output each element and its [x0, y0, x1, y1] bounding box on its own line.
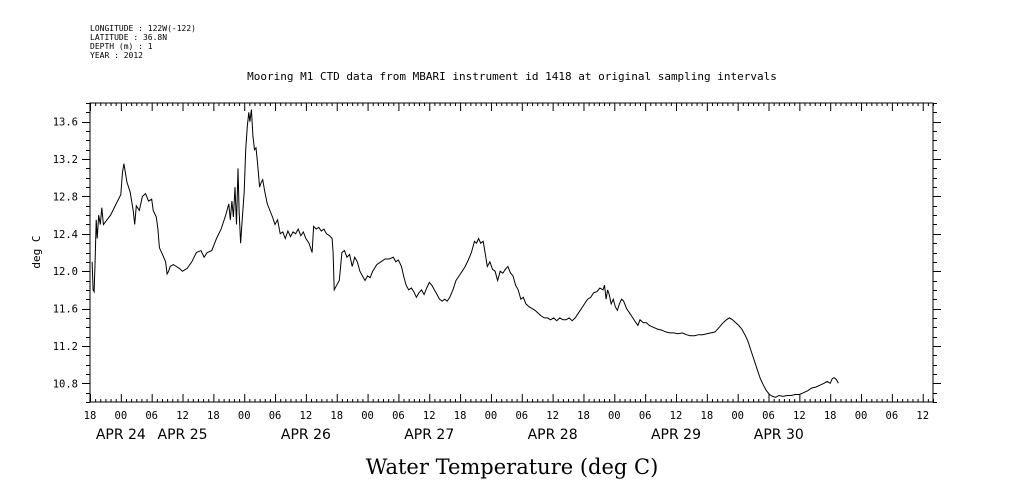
y-tick-label: 10.8	[53, 378, 78, 390]
y-tick-label: 13.2	[53, 154, 78, 166]
y-tick-label: 12.8	[53, 191, 78, 203]
y-tick-label: 13.6	[53, 117, 78, 129]
longitude-text: LONGITUDE : 122W(-122)	[90, 24, 196, 33]
x-tick-label: 00	[115, 410, 128, 422]
y-axis-label: deg C	[30, 235, 43, 268]
chart-title: Mooring M1 CTD data from MBARI instrumen…	[247, 70, 777, 83]
temperature-line	[91, 109, 839, 398]
x-tick-label: 00	[361, 410, 374, 422]
x-tick-label: 06	[269, 410, 282, 422]
y-tick-label: 11.2	[53, 341, 78, 353]
x-tick-label: 18	[701, 410, 714, 422]
x-day-label: APR 26	[281, 427, 331, 443]
x-day-label: APR 28	[528, 427, 578, 443]
x-tick-label: 06	[145, 410, 158, 422]
x-tick-label: 00	[855, 410, 868, 422]
x-tick-label: 12	[670, 410, 683, 422]
x-tick-label: 12	[916, 410, 929, 422]
x-tick-label: 18	[454, 410, 467, 422]
y-tick-label: 12.0	[53, 266, 78, 278]
x-tick-label: 06	[515, 410, 528, 422]
x-tick-label: 00	[485, 410, 498, 422]
x-tick-label: 06	[392, 410, 405, 422]
x-tick-label: 06	[762, 410, 775, 422]
axis-labels: 18 00 06 12 18 00 06 12 18 00 06 12 18 00 06 12 18 00 06 12…	[53, 117, 929, 443]
x-tick-label: 12	[300, 410, 313, 422]
plot-frame	[89, 102, 934, 403]
x-tick-label: 12	[176, 410, 189, 422]
x-tick-label: 18	[577, 410, 590, 422]
x-day-label: APR 25	[158, 427, 208, 443]
latitude-text: LATITUDE : 36.8N	[90, 33, 167, 42]
x-tick-label: 12	[423, 410, 436, 422]
x-day-label: APR 30	[754, 427, 804, 443]
depth-text: DEPTH (m) : 1	[90, 42, 153, 51]
x-tick-label: 06	[639, 410, 652, 422]
x-day-label: APR 29	[651, 427, 701, 443]
y-tick-label: 12.4	[53, 229, 78, 241]
x-tick-label: 12	[793, 410, 806, 422]
x-tick-label: 18	[824, 410, 837, 422]
x-tick-label: 18	[330, 410, 343, 422]
x-day-label: APR 27	[404, 427, 454, 443]
x-day-label: APR 24	[96, 427, 146, 443]
x-tick-label: 12	[546, 410, 559, 422]
x-axis-label: Water Temperature (deg C)	[366, 455, 659, 479]
x-tick-label: 00	[238, 410, 251, 422]
x-tick-label: 00	[608, 410, 621, 422]
x-tick-label: 06	[886, 410, 899, 422]
year-text: YEAR : 2012	[90, 51, 143, 60]
y-tick-label: 11.6	[53, 304, 78, 316]
x-tick-label: 00	[731, 410, 744, 422]
x-tick-label: 18	[84, 410, 97, 422]
header-block: LONGITUDE : 122W(-122) LATITUDE : 36.8N …	[90, 24, 196, 60]
x-tick-label: 18	[207, 410, 220, 422]
tick-marks	[82, 103, 941, 403]
